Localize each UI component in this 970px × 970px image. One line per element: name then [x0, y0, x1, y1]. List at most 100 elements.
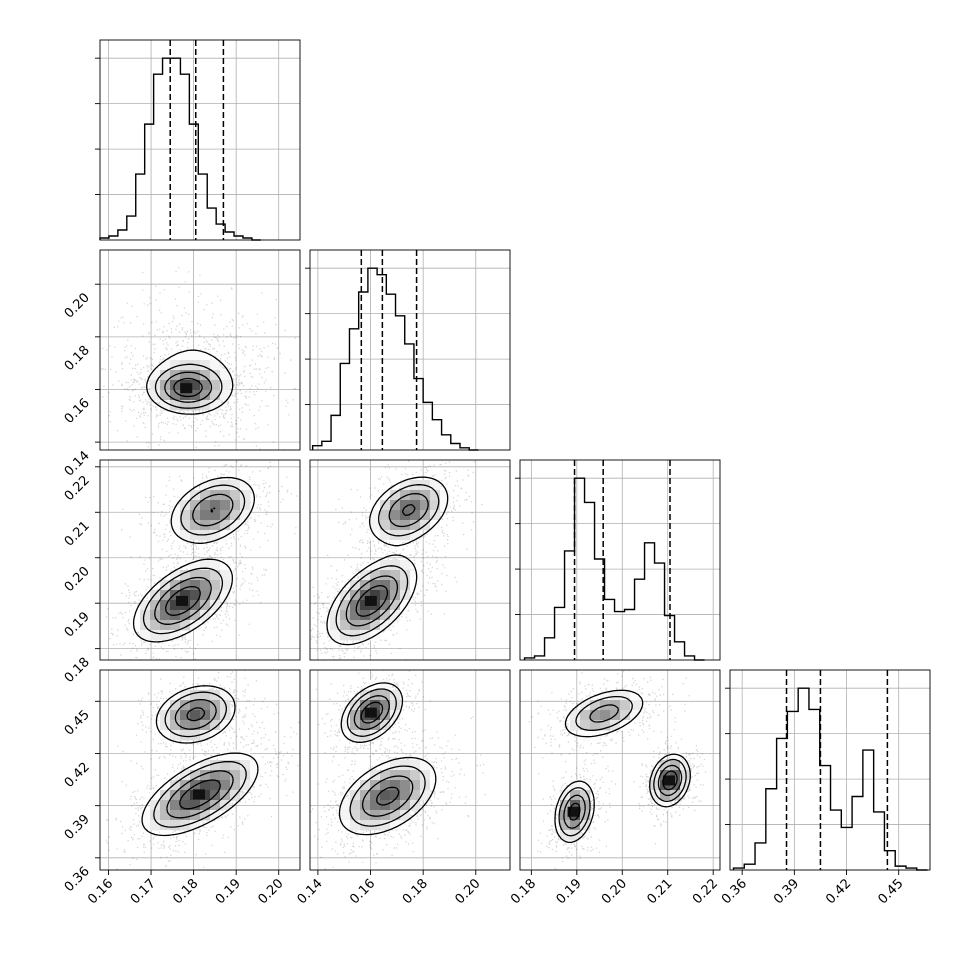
density-cell — [400, 490, 411, 501]
density-cell — [380, 510, 391, 521]
density-cell — [230, 780, 241, 791]
contour-level-3 — [360, 701, 400, 806]
density-cell — [210, 580, 221, 591]
contour-level-2 — [166, 698, 234, 819]
density-cell — [350, 610, 361, 621]
density-cell — [190, 720, 201, 731]
density-cell — [150, 590, 161, 601]
density-cell — [560, 800, 571, 811]
density-cell — [380, 710, 391, 721]
density-cell — [200, 500, 211, 511]
histogram-panel-3 — [725, 669, 931, 871]
density-cell — [380, 610, 391, 621]
density-cell — [340, 720, 351, 731]
density-cell — [150, 630, 161, 641]
panel-frame — [99, 39, 301, 241]
density-cell — [380, 600, 391, 611]
density-cell — [670, 760, 681, 771]
scatter-points — [105, 670, 300, 870]
density-cell — [370, 700, 381, 711]
density-cell — [400, 600, 411, 611]
density-cell — [210, 690, 221, 701]
density-cell — [200, 600, 211, 611]
density-cell — [160, 820, 171, 831]
panel-content — [100, 460, 300, 660]
density-cell — [190, 760, 201, 771]
density-cell — [400, 810, 411, 821]
density-cell — [140, 610, 151, 621]
density-cell — [190, 730, 201, 741]
density-cell — [150, 800, 161, 811]
x-tick-label: 0.18 — [170, 876, 201, 907]
density-cell — [170, 520, 181, 531]
density-cell — [170, 790, 181, 801]
contour-level-1 — [154, 363, 223, 409]
scatter-panel-2-1 — [309, 459, 511, 661]
density-cell — [200, 390, 211, 401]
density-cell — [210, 380, 221, 391]
x-tick-label: 0.42 — [823, 876, 854, 907]
density-cell — [620, 690, 631, 701]
density-cell — [150, 370, 161, 381]
peak-cell — [180, 383, 193, 394]
contour-level-0 — [326, 476, 449, 646]
density-cell — [350, 810, 361, 821]
density-cell — [190, 520, 201, 531]
histogram-panel-1 — [305, 249, 511, 451]
density-cell — [610, 720, 621, 731]
density-cell — [200, 800, 211, 811]
density-cell — [410, 510, 421, 521]
x-tick-label: 0.45 — [875, 876, 906, 907]
density-cell — [590, 730, 601, 741]
density-cell — [170, 620, 181, 631]
density-cell — [210, 600, 221, 611]
density-cell — [390, 710, 401, 721]
density-cell — [340, 600, 351, 611]
x-tick-label: 0.39 — [771, 876, 802, 907]
density-cell — [230, 750, 241, 761]
histogram-step-0 — [99, 57, 261, 241]
density-cell — [240, 760, 251, 771]
contour-level-3 — [568, 770, 678, 821]
density-cell — [660, 800, 671, 811]
contour-level-2 — [164, 371, 213, 403]
density-cell — [140, 630, 151, 641]
density-cell — [210, 500, 221, 511]
density-cell — [200, 590, 211, 601]
y-tick-label: 0.20 — [62, 290, 93, 321]
density-cell — [190, 580, 201, 591]
density-cell — [430, 490, 441, 501]
density-cell — [560, 820, 571, 831]
peak-cell — [175, 595, 188, 606]
density-cell — [360, 730, 371, 741]
panel-frame — [309, 669, 511, 871]
density-cell — [170, 800, 181, 811]
density-cell — [180, 780, 191, 791]
density-cell — [200, 770, 211, 781]
x-tick-label: 0.18 — [400, 876, 431, 907]
density-cell — [180, 790, 191, 801]
histogram-step-1 — [311, 267, 479, 451]
density-cell — [340, 820, 351, 831]
density-cell — [160, 610, 171, 621]
density-cell — [250, 760, 261, 771]
density-cell — [670, 790, 681, 801]
density-cell — [410, 530, 421, 541]
density-cell — [190, 380, 201, 391]
density-cell — [190, 560, 201, 571]
density-cell — [200, 510, 211, 521]
contour-level-2 — [345, 492, 429, 627]
density-cell — [160, 810, 171, 821]
x-tick-label: 0.16 — [85, 876, 116, 907]
density-cell — [410, 570, 421, 581]
histogram-step-2 — [523, 477, 705, 661]
density-cell — [390, 700, 401, 711]
x-tick-label: 0.14 — [295, 876, 326, 907]
density-cell — [360, 810, 371, 821]
density-cell — [200, 560, 211, 571]
x-tick-label: 0.19 — [554, 876, 585, 907]
density-cell — [170, 590, 181, 601]
density-cell — [160, 600, 171, 611]
density-cell — [160, 720, 171, 731]
density-cell — [360, 800, 371, 811]
